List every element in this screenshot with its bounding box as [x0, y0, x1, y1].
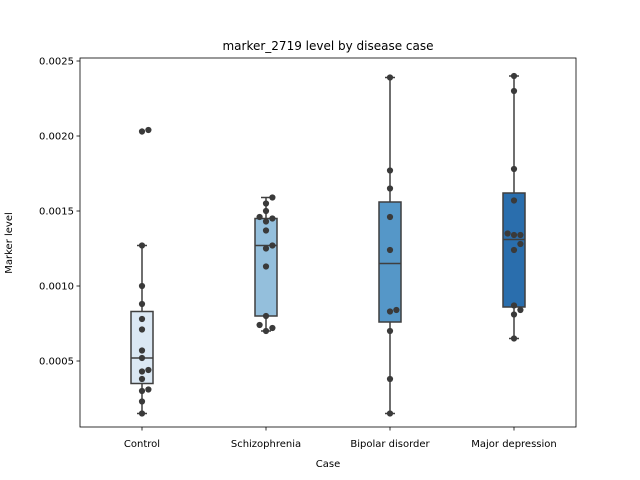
data-point — [138, 387, 146, 395]
data-point — [510, 231, 518, 239]
data-point — [386, 375, 394, 383]
data-point — [138, 242, 146, 249]
data-point — [517, 231, 524, 239]
data-point — [262, 312, 270, 320]
data-point — [145, 386, 152, 393]
y-axis-label: Marker level — [4, 212, 15, 274]
data-point — [138, 128, 146, 135]
data-point — [517, 240, 524, 248]
data-point — [138, 326, 146, 333]
data-point — [269, 194, 276, 201]
data-point — [386, 246, 394, 254]
chart-title: marker_2719 level by disease case — [222, 39, 433, 53]
data-point — [138, 375, 146, 383]
data-point — [269, 242, 276, 249]
y-tick-label: 0.0025 — [39, 57, 74, 68]
data-point — [138, 398, 146, 405]
x-tick-label: Bipolar disorder — [350, 439, 430, 450]
y-tick-label: 0.0010 — [39, 282, 74, 293]
y-tick-label: 0.0020 — [39, 132, 74, 143]
data-point — [138, 282, 146, 290]
data-point — [262, 200, 270, 207]
data-point — [145, 126, 152, 134]
data-point — [269, 324, 276, 332]
data-point — [145, 366, 152, 374]
data-point — [510, 87, 518, 95]
data-point — [386, 410, 394, 417]
data-point — [386, 167, 394, 174]
data-point — [262, 263, 270, 270]
y-tick-label: 0.0015 — [39, 207, 74, 218]
data-point — [517, 306, 524, 314]
data-point — [510, 246, 518, 254]
data-point — [510, 165, 518, 173]
data-point — [256, 213, 263, 221]
data-point — [138, 354, 146, 362]
data-point — [138, 410, 146, 417]
data-point — [386, 327, 394, 335]
data-point — [256, 321, 263, 329]
data-point — [262, 207, 270, 215]
data-point — [262, 227, 270, 234]
data-point — [262, 245, 270, 252]
x-tick-label: Schizophrenia — [231, 439, 301, 450]
box-3 — [378, 201, 402, 323]
data-point — [138, 315, 146, 323]
data-point — [138, 368, 146, 375]
y-tick-label: 0.0005 — [39, 357, 74, 368]
data-point — [393, 306, 400, 314]
data-point — [386, 74, 394, 81]
x-tick-label: Control — [124, 439, 160, 450]
data-point — [504, 230, 511, 237]
data-point — [386, 185, 394, 192]
data-point — [510, 72, 518, 80]
data-point — [510, 197, 518, 204]
data-point — [510, 302, 518, 309]
data-point — [262, 218, 270, 225]
data-point — [386, 308, 394, 315]
data-point — [510, 335, 518, 342]
data-point — [138, 347, 146, 354]
plot-area: 0.0005 0.0010 0.0015 0.0020 0.0025 Control Sch… — [39, 57, 577, 450]
data-point — [510, 311, 518, 318]
plot-frame — [79, 57, 577, 428]
data-point — [138, 300, 146, 308]
data-point — [386, 213, 394, 221]
data-point — [269, 215, 276, 222]
x-tick-label: Major depression — [471, 439, 557, 450]
data-point — [262, 327, 270, 335]
x-axis-label: Case — [316, 459, 340, 470]
